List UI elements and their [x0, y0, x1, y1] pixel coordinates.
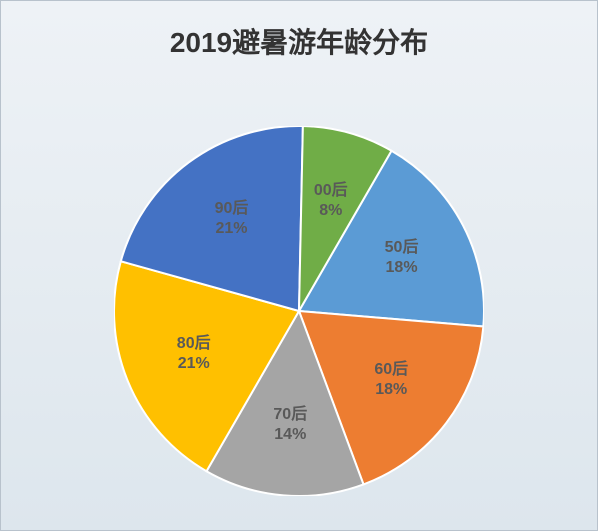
slice-label-percent: 14%: [273, 425, 307, 445]
slice-label-name: 60后: [374, 360, 408, 380]
slice-label-percent: 21%: [215, 219, 249, 239]
slice-label-70后: 70后14%: [273, 405, 307, 445]
slice-label-name: 50后: [385, 238, 419, 258]
slice-label-name: 90后: [215, 199, 249, 219]
slice-label-name: 70后: [273, 405, 307, 425]
slice-label-50后: 50后18%: [385, 238, 419, 278]
slice-label-60后: 60后18%: [374, 360, 408, 400]
chart-container: 2019避暑游年龄分布 50后18%60后18%70后14%80后21%90后2…: [0, 0, 598, 531]
slice-label-percent: 18%: [374, 380, 408, 400]
slice-label-name: 80后: [177, 334, 211, 354]
chart-title: 2019避暑游年龄分布: [1, 21, 597, 61]
slice-label-00后: 00后8%: [314, 181, 348, 221]
slice-label-80后: 80后21%: [177, 334, 211, 374]
slice-label-name: 00后: [314, 181, 348, 201]
slice-label-percent: 21%: [177, 354, 211, 374]
slice-label-percent: 8%: [314, 201, 348, 221]
slice-label-90后: 90后21%: [215, 199, 249, 239]
slice-label-percent: 18%: [385, 258, 419, 278]
